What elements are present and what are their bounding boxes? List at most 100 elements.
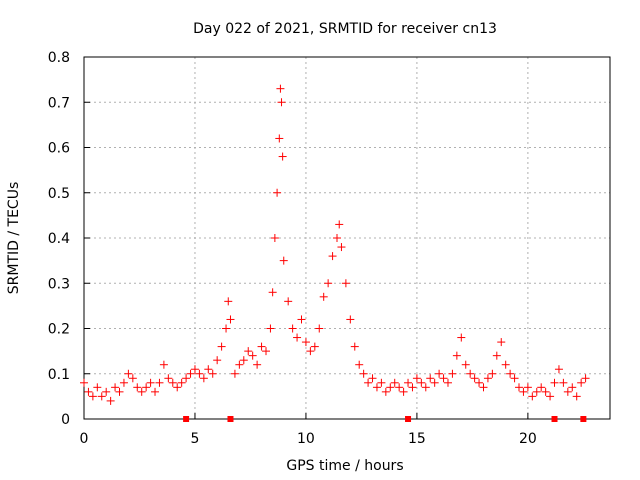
data-point [310, 342, 319, 351]
data-point [208, 369, 217, 378]
data-point [439, 374, 448, 383]
data-point [273, 188, 282, 197]
data-point [93, 383, 102, 392]
data-point [448, 369, 457, 378]
data-point [475, 378, 484, 387]
data-point [80, 378, 88, 387]
data-point [293, 333, 302, 342]
data-point [84, 387, 93, 396]
data-point [550, 378, 559, 387]
data-point [568, 383, 577, 392]
x-tick-label-4: 20 [519, 431, 537, 447]
data-point [222, 324, 231, 333]
data-point [119, 378, 128, 387]
data-point [404, 378, 413, 387]
data-point [346, 315, 355, 324]
data-point [572, 392, 581, 401]
y-tick-label-3: 0.3 [48, 276, 70, 292]
data-point [155, 378, 164, 387]
data-point [386, 383, 395, 392]
data-point [559, 378, 568, 387]
data-point [248, 351, 257, 360]
data-point [452, 351, 461, 360]
x-marker [551, 416, 558, 422]
data-point [261, 347, 270, 356]
data-point [168, 378, 177, 387]
data-point [395, 383, 404, 392]
data-point [213, 356, 222, 365]
y-tick-label-2: 0.2 [48, 322, 70, 338]
data-point [528, 392, 537, 401]
y-tick-label-7: 0.7 [48, 95, 70, 111]
data-point [315, 324, 324, 333]
data-point [266, 324, 275, 333]
y-tick-label-8: 0.8 [48, 50, 70, 66]
data-point [408, 383, 417, 392]
x-marker [227, 416, 234, 422]
data-point [133, 383, 142, 392]
data-point [239, 356, 248, 365]
data-point [355, 360, 364, 369]
data-point [523, 383, 532, 392]
data-point [466, 369, 475, 378]
data-point [488, 369, 497, 378]
y-tick-label-6: 0.6 [48, 141, 70, 157]
data-point [244, 347, 253, 356]
points-layer [80, 84, 590, 405]
data-point [328, 252, 337, 261]
x-tick-label-1: 5 [191, 431, 200, 447]
data-point [97, 392, 106, 401]
data-point [364, 378, 373, 387]
data-point [230, 369, 239, 378]
data-point [142, 383, 151, 392]
data-point [268, 288, 277, 297]
data-point [492, 351, 501, 360]
data-point [301, 338, 310, 347]
data-point [279, 256, 288, 265]
data-point [159, 360, 168, 369]
data-point [421, 383, 430, 392]
data-point [337, 243, 346, 252]
chart-title: Day 022 of 2021, SRMTID for receiver cn1… [193, 21, 497, 37]
data-point [146, 378, 155, 387]
data-point [173, 383, 182, 392]
data-point [399, 387, 408, 396]
x-marker [580, 416, 587, 422]
data-point [195, 369, 204, 378]
data-point [435, 369, 444, 378]
data-point [253, 360, 262, 369]
data-point [457, 333, 466, 342]
data-point [577, 378, 586, 387]
data-point [199, 374, 208, 383]
data-point [102, 387, 111, 396]
data-point [541, 387, 550, 396]
y-tick-label-1: 0.1 [48, 367, 70, 383]
data-point [297, 315, 306, 324]
y-axis-label: SRMTID / TECUs [6, 182, 22, 295]
x-axis-label: GPS time / hours [286, 458, 403, 474]
x-tick-label-3: 15 [408, 431, 426, 447]
data-point [532, 387, 541, 396]
x-marker [183, 416, 190, 422]
x-tick-label-0: 0 [80, 431, 89, 447]
data-point [124, 369, 133, 378]
data-point [470, 374, 479, 383]
data-point [284, 297, 293, 306]
data-point [275, 134, 284, 143]
data-point [377, 378, 386, 387]
data-point [270, 234, 279, 242]
data-point [128, 374, 137, 383]
data-point [217, 342, 226, 351]
data-point [88, 392, 97, 401]
data-point [164, 374, 173, 383]
data-point [443, 378, 452, 387]
x-tick-label-2: 10 [297, 431, 315, 447]
y-tick-label-5: 0.5 [48, 186, 70, 202]
y-tick-label-0: 0 [61, 412, 70, 428]
data-point [224, 297, 233, 306]
data-point [563, 387, 572, 396]
data-point [341, 279, 350, 288]
